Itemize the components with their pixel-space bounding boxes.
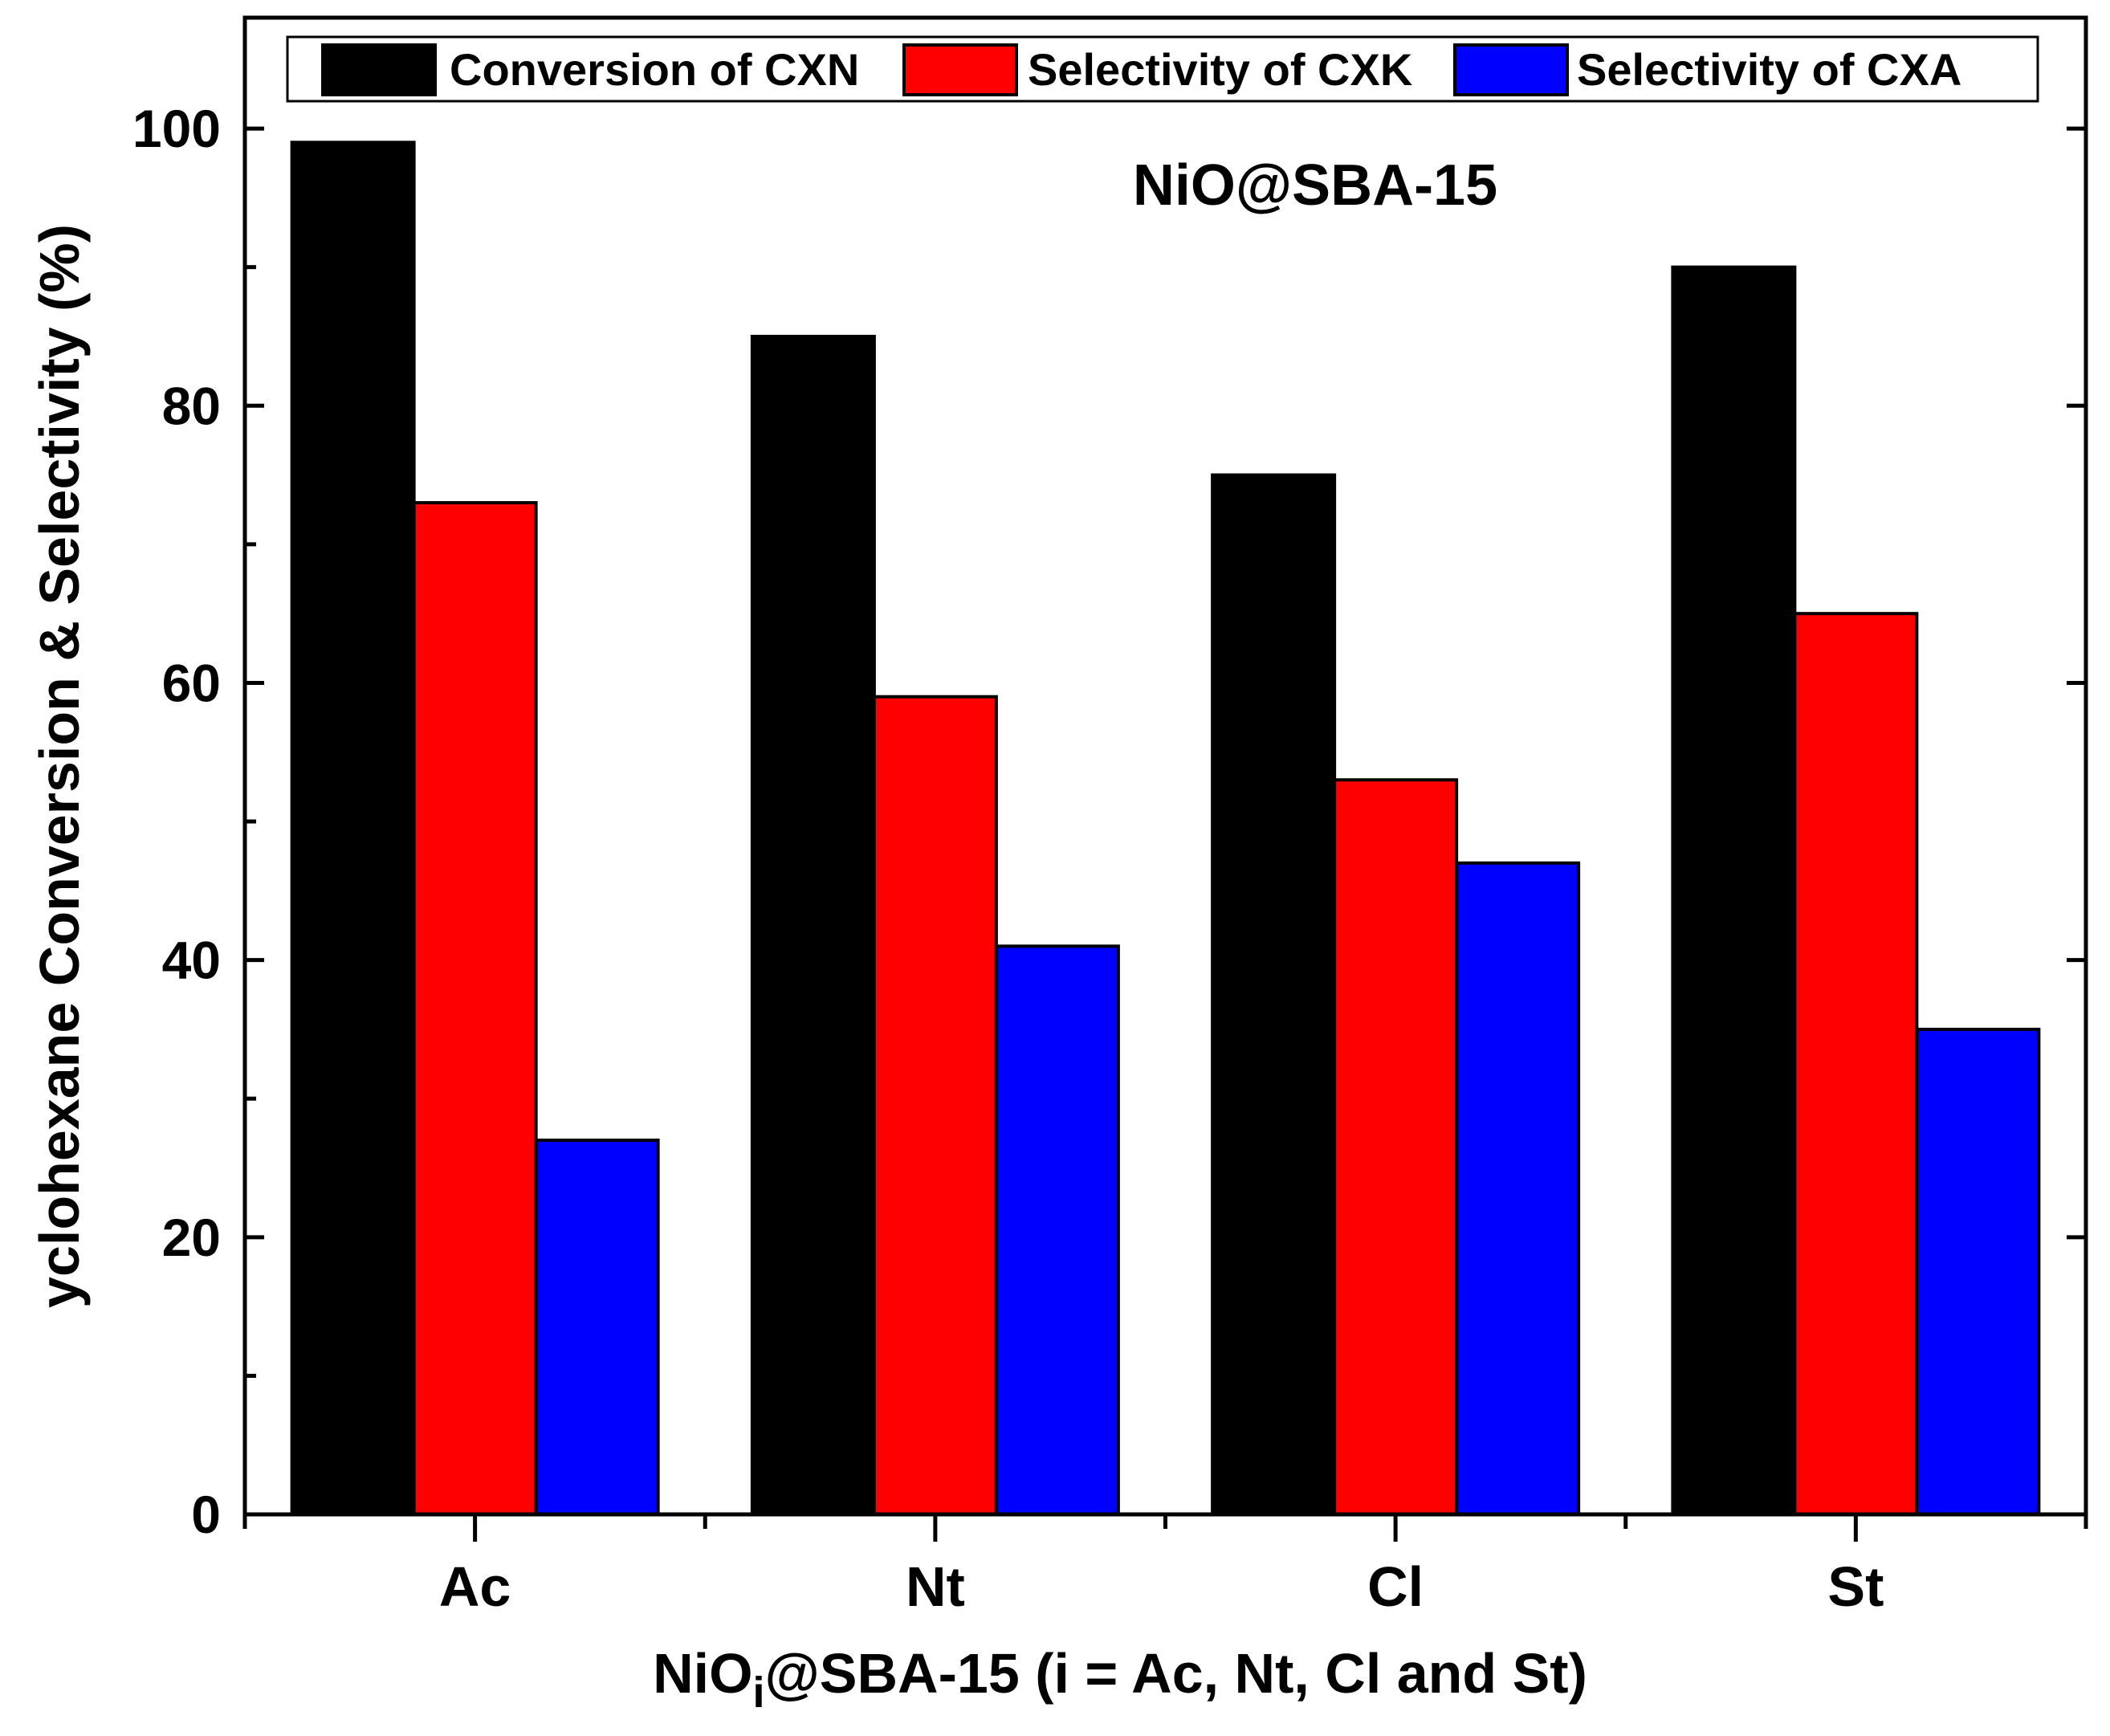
legend-swatch-2 [902, 43, 1018, 96]
bar-st-series-3 [1915, 1027, 2041, 1516]
x-tick-label-st: St [1827, 1555, 1884, 1618]
legend-label-2: Selectivity of CXK [1028, 44, 1412, 95]
annotation-label: NiO@SBA-15 [1133, 153, 1497, 218]
bar-cl-series-1 [1211, 473, 1337, 1516]
x-axis-title-subscript: i [753, 1669, 765, 1717]
legend-box [286, 35, 2039, 103]
y-tick-label: 0 [191, 1485, 221, 1544]
x-tick-label-cl: Cl [1367, 1555, 1424, 1618]
bar-st-series-2 [1793, 612, 1919, 1516]
y-tick-label: 80 [162, 376, 221, 435]
bar-cl-series-2 [1333, 778, 1459, 1516]
bar-nt-series-2 [872, 695, 998, 1516]
bar-ac-series-2 [412, 501, 538, 1516]
x-axis: Ac Nt Cl St [242, 1514, 2088, 1618]
y-tick-label: 60 [162, 653, 221, 712]
bar-ac-series-3 [534, 1139, 660, 1516]
y-tick-label: 20 [162, 1208, 221, 1267]
bar-ac-series-1 [290, 141, 416, 1516]
x-axis-title: NiOi@SBA-15 (i = Ac, Nt, Cl and St) [653, 1642, 1587, 1717]
y-tick-label: 40 [162, 931, 221, 990]
bar-nt-series-1 [750, 334, 876, 1516]
bar-cl-series-3 [1455, 861, 1581, 1516]
legend: Conversion of CXN Selectivity of CXK Selec… [286, 35, 2039, 103]
legend-label-1: Conversion of CXN [450, 44, 859, 95]
legend-swatch-3 [1453, 43, 1569, 96]
x-tick-label-nt: Nt [906, 1555, 965, 1618]
y-tick-label: 100 [132, 99, 221, 158]
x-axis-title-rest: @SBA-15 (i = Ac, Nt, Cl and St) [765, 1642, 1587, 1705]
bars-layer [290, 141, 2041, 1517]
bar-nt-series-3 [994, 944, 1120, 1516]
legend-label-3: Selectivity of CXA [1577, 44, 1961, 95]
y-axis-title: yclohexane Conversion & Selectivity (%) [28, 224, 91, 1308]
y-axis: 0 20 40 60 80 100 [132, 99, 2086, 1544]
bar-st-series-1 [1671, 265, 1797, 1517]
x-tick-label-ac: Ac [439, 1555, 511, 1618]
legend-swatch-1 [321, 43, 437, 96]
x-axis-title-main: NiO [653, 1642, 752, 1705]
